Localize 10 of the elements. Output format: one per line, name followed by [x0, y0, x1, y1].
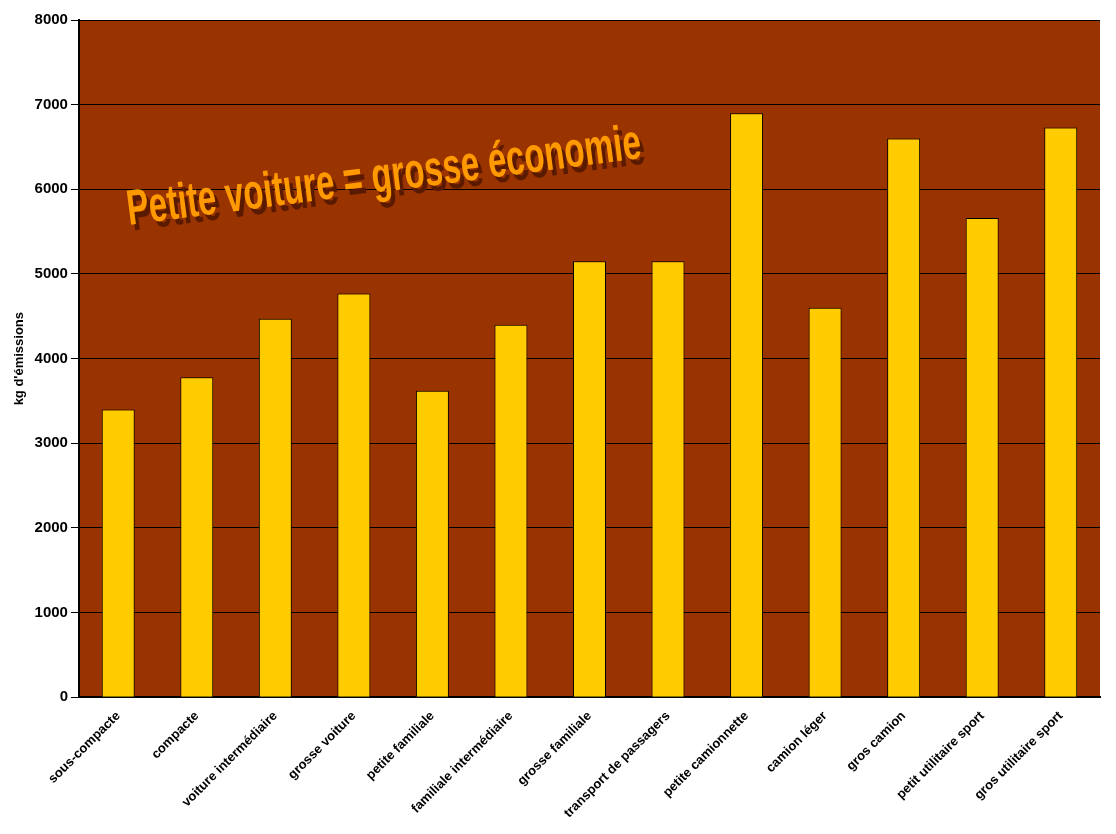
y-tick-label: 3000: [34, 433, 68, 451]
y-tick-label: 6000: [34, 179, 68, 197]
y-tick-label: 1000: [34, 602, 68, 620]
y-tick-label: 2000: [34, 518, 68, 536]
y-tick-label: 8000: [34, 10, 68, 28]
y-tick-label: 7000: [34, 94, 68, 112]
y-axis-title: kg d'émissions: [11, 311, 27, 406]
y-tick-label: 5000: [34, 264, 68, 282]
y-tick-label: 0: [59, 687, 68, 705]
y-tick-label: 4000: [34, 348, 68, 366]
